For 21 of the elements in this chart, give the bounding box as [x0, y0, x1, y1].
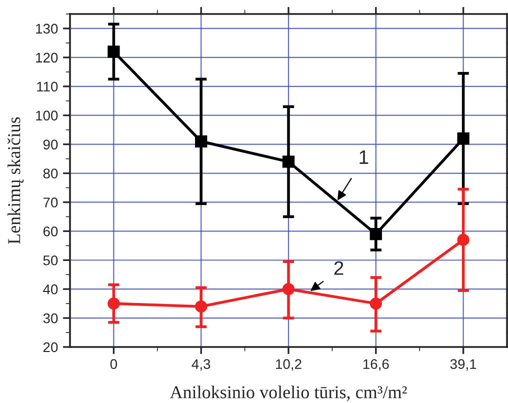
y-tick-label: 120 — [36, 52, 58, 63]
y-tick-label: 40 — [43, 284, 58, 294]
text: 1 — [360, 150, 368, 164]
x-tick-label: 39,1 — [450, 359, 476, 371]
y-tick-label: 100 — [36, 110, 58, 121]
y-tick-label: 50 — [43, 255, 58, 266]
x-tick-label: 4,3 — [192, 359, 210, 371]
y-axis-title: Lenkimų skaičius — [8, 117, 24, 244]
y-tick-label: 20 — [43, 342, 58, 352]
y-tick-label: 70 — [43, 198, 58, 208]
x-axis-title: Aniloksinio volelio tūris, cm³/m² — [170, 386, 407, 401]
x-tick-label: 16,6 — [363, 359, 389, 371]
y-tick-label: 30 — [43, 313, 58, 324]
y-tick-label: 60 — [43, 226, 58, 236]
x-tick-label: 0 — [110, 359, 118, 370]
series-label: 2 — [334, 261, 344, 275]
x-tick-label: 10,2 — [276, 359, 302, 371]
y-tick-label: 80 — [43, 168, 58, 178]
y-tick-label: 90 — [43, 140, 58, 150]
y-tick-label: 110 — [37, 82, 58, 92]
y-tick-label: 130 — [36, 24, 58, 34]
